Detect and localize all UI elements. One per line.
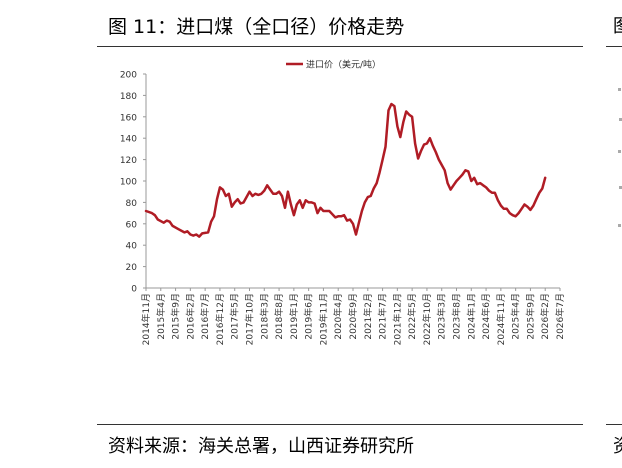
x-tick-label: 2021年2月	[362, 293, 374, 340]
x-tick-label: 2022年5月	[406, 293, 418, 340]
x-tick-label: 2019年1月	[288, 293, 300, 340]
x-tick-label: 2015年4月	[155, 293, 167, 340]
x-tick-label: 2016年7月	[199, 293, 211, 340]
x-axis: 2014年11月 2015年4月 2015年9月 2016年2月 2016年7月 2016…	[140, 287, 566, 345]
x-tick-label: 2018年8月	[273, 293, 285, 340]
neighbor-title-glyph: 图	[613, 12, 622, 38]
x-tick-label: 2025年9月	[524, 293, 536, 340]
x-tick-label: 2026年2月	[539, 293, 551, 340]
x-tick-label: 2022年10月	[421, 293, 433, 345]
y-tick-label: 40	[126, 242, 138, 252]
series-layer	[144, 102, 547, 238]
x-tick-label: 2025年4月	[510, 293, 522, 340]
x-tick-label: 2021年7月	[377, 293, 389, 340]
legend: 进口价（美元/吨）	[286, 59, 381, 71]
x-tick-label: 2019年6月	[303, 293, 315, 340]
source-note: 资料来源：海关总署，山西证券研究所	[108, 436, 414, 457]
x-tick-label: 2024年1月	[465, 293, 477, 340]
neighbor-title-rule	[606, 46, 622, 47]
x-tick-label: 2019年11月	[317, 293, 329, 345]
x-tick-label: 2015年9月	[170, 293, 182, 340]
x-tick-label: 2020年4月	[332, 293, 344, 340]
x-tick-label: 2016年2月	[184, 293, 196, 340]
series-line	[144, 102, 547, 238]
y-tick-label: 0	[131, 285, 137, 295]
y-tick-label: 120	[120, 156, 137, 166]
y-axis: 0 20 40 60 80 100 120 140 160 180 200	[120, 71, 147, 295]
title-rule	[97, 46, 583, 47]
y-tick-label: 140	[120, 135, 137, 145]
y-tick-label: 160	[120, 113, 137, 123]
neighbor-source-rule	[606, 424, 622, 425]
source-rule	[97, 424, 583, 425]
y-tick-label: 20	[126, 263, 138, 273]
legend-label: 进口价（美元/吨）	[306, 59, 381, 71]
x-tick-label: 2016年12月	[214, 293, 226, 345]
neighbor-fragment	[618, 88, 621, 91]
x-tick-label: 2023年3月	[436, 293, 448, 340]
x-tick-label: 2017年10月	[244, 293, 256, 345]
x-tick-label: 2014年11月	[140, 293, 152, 345]
x-tick-label: 2024年11月	[495, 293, 507, 345]
y-tick-label: 200	[120, 71, 137, 81]
x-tick-label: 2021年12月	[391, 293, 403, 345]
y-tick-label: 80	[126, 199, 138, 209]
y-tick-label: 60	[126, 220, 138, 230]
y-tick-label: 180	[120, 92, 137, 102]
neighbor-fragment	[618, 224, 621, 227]
x-tick-label: 2024年6月	[480, 293, 492, 340]
x-tick-label: 2018年3月	[258, 293, 270, 340]
figure-title: 图 11：进口煤（全口径）价格走势	[108, 16, 405, 38]
neighbor-fragment	[618, 150, 621, 153]
x-tick-label: 2017年5月	[229, 293, 241, 340]
neighbor-fragment	[619, 118, 622, 121]
x-tick-label: 2023年8月	[451, 293, 463, 340]
y-tick-label: 100	[120, 178, 137, 188]
neighbor-fragment	[619, 186, 622, 189]
x-tick-label: 2020年9月	[347, 293, 359, 340]
x-tick-label: 2026年7月	[554, 293, 566, 340]
neighbor-source-glyph: 资	[613, 432, 622, 458]
